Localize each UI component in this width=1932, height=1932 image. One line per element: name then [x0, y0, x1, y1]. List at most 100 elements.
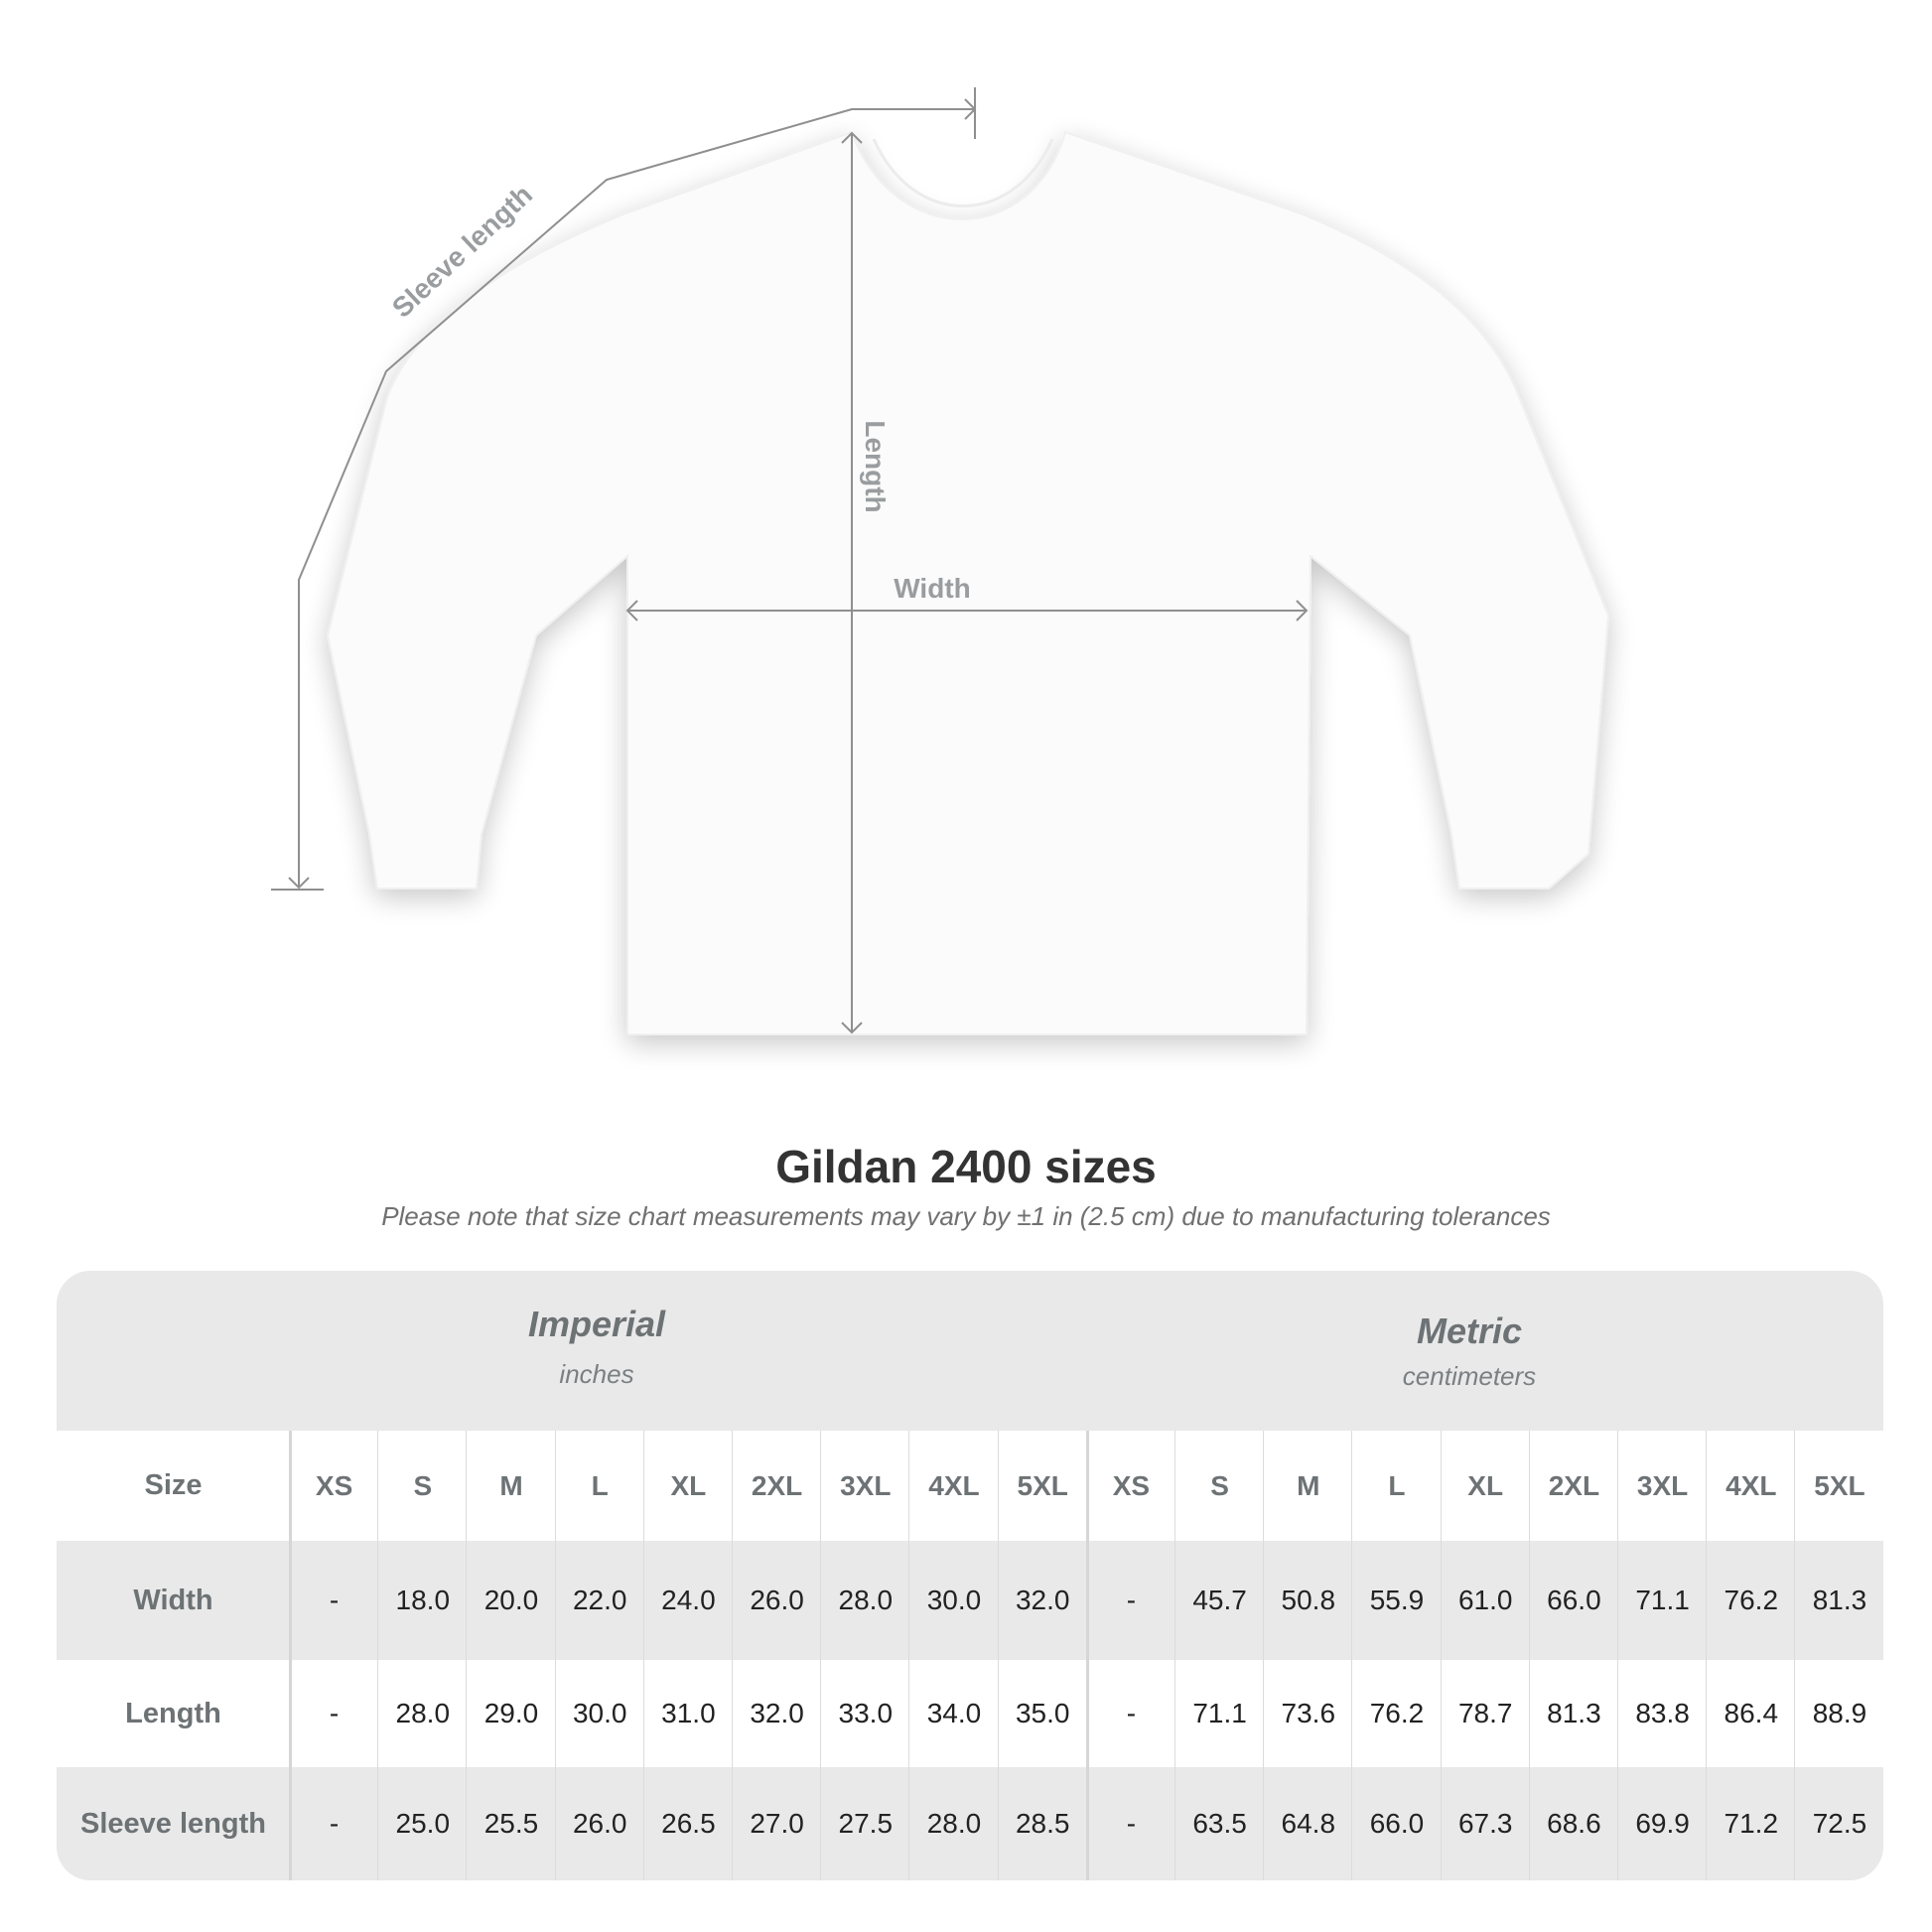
imperial-value: 30.0 — [926, 1585, 982, 1615]
imperial-value: 26.0 — [572, 1808, 627, 1839]
column-divider — [1794, 1431, 1796, 1880]
column-divider — [908, 1431, 910, 1880]
column-divider — [642, 1431, 644, 1880]
size-table: Imperial inches Metric centimeters Size X… — [57, 1271, 1883, 1880]
imperial-size-4xl: 4XL — [928, 1469, 980, 1501]
column-divider — [1085, 1431, 1089, 1880]
imperial-size-xs: XS — [315, 1469, 353, 1501]
imperial-value: 26.0 — [750, 1585, 804, 1615]
imperial-size-xl: XL — [670, 1469, 707, 1501]
metric-value: 66.0 — [1369, 1808, 1425, 1839]
metric-value: 66.0 — [1547, 1585, 1601, 1615]
metric-size-s: S — [1210, 1469, 1229, 1501]
long-sleeve-shirt — [326, 130, 1610, 1035]
imperial-value: 29.0 — [483, 1698, 539, 1728]
metric-size-3xl: 3XL — [1636, 1469, 1689, 1501]
imperial-value: 28.0 — [926, 1808, 982, 1839]
imperial-value: 25.5 — [483, 1808, 539, 1839]
row-band — [57, 1541, 1883, 1660]
imperial-size-3xl: 3XL — [840, 1469, 892, 1501]
column-divider — [289, 1431, 292, 1880]
imperial-value: 28.5 — [1015, 1808, 1070, 1839]
row-label: Length — [125, 1697, 221, 1729]
sleeve-length-line — [298, 108, 975, 888]
arrow-head-icon — [964, 98, 977, 120]
imperial-value: 28.0 — [838, 1585, 894, 1615]
shirt-measurement-diagram: Sleeve length Length Width — [271, 87, 1610, 1035]
width-label: Width — [894, 573, 971, 604]
metric-value: 78.7 — [1457, 1698, 1513, 1728]
arrow-head-icon — [1296, 600, 1309, 621]
metric-value: 73.6 — [1281, 1698, 1336, 1728]
metric-size-l: L — [1388, 1469, 1406, 1501]
imperial-unit: inches — [559, 1359, 634, 1389]
column-divider — [820, 1431, 822, 1880]
column-divider — [1706, 1431, 1708, 1880]
tolerance-note: Please note that size chart measurements… — [381, 1201, 1551, 1231]
row-label: Sleeve length — [80, 1807, 266, 1840]
imperial-value: 30.0 — [572, 1698, 627, 1728]
metric-value: 45.7 — [1192, 1585, 1247, 1615]
metric-size-xl: XL — [1467, 1469, 1504, 1501]
column-divider — [1617, 1431, 1618, 1880]
column-divider — [1351, 1431, 1353, 1880]
column-divider — [732, 1431, 733, 1880]
imperial-value: 18.0 — [395, 1585, 451, 1615]
column-divider — [377, 1431, 379, 1880]
metric-value: 71.1 — [1192, 1698, 1247, 1728]
collar — [872, 138, 1054, 207]
metric-value: 71.1 — [1635, 1585, 1690, 1615]
metric-value: 83.8 — [1635, 1698, 1690, 1728]
imperial-value: 24.0 — [661, 1585, 716, 1615]
arrow-head-icon — [288, 877, 310, 890]
metric-value: - — [1126, 1808, 1137, 1839]
arrow-head-icon — [841, 1022, 863, 1035]
imperial-value: - — [329, 1808, 340, 1839]
row-band — [57, 1767, 1883, 1880]
metric-value: 81.3 — [1812, 1585, 1867, 1615]
metric-value: 71.2 — [1724, 1808, 1779, 1839]
metric-unit: centimeters — [1402, 1361, 1537, 1391]
arrow-head-icon — [841, 131, 863, 144]
page-title: Gildan 2400 sizes — [775, 1141, 1157, 1192]
length-label: Length — [860, 420, 891, 512]
imperial-value: 26.5 — [661, 1808, 716, 1839]
imperial-value: 27.5 — [838, 1808, 894, 1839]
imperial-value: 20.0 — [483, 1585, 539, 1615]
column-divider — [1174, 1431, 1175, 1880]
imperial-heading: Imperial — [527, 1304, 666, 1344]
metric-value: 69.9 — [1635, 1808, 1690, 1839]
imperial-value: 27.0 — [750, 1808, 804, 1839]
column-divider — [554, 1431, 556, 1880]
metric-value: 76.2 — [1724, 1585, 1779, 1615]
imperial-value: 34.0 — [926, 1698, 982, 1728]
column-divider — [997, 1431, 999, 1880]
imperial-size-2xl: 2XL — [751, 1469, 803, 1501]
metric-size-2xl: 2XL — [1548, 1469, 1600, 1501]
imperial-value: 35.0 — [1015, 1698, 1070, 1728]
metric-heading: Metric — [1416, 1311, 1523, 1351]
metric-value: 76.2 — [1369, 1698, 1425, 1728]
imperial-size-5xl: 5XL — [1017, 1469, 1068, 1501]
imperial-value: 33.0 — [838, 1698, 894, 1728]
metric-value: 50.8 — [1281, 1585, 1336, 1615]
imperial-value: 28.0 — [395, 1698, 451, 1728]
imperial-value: - — [329, 1585, 340, 1615]
metric-value: 86.4 — [1724, 1698, 1779, 1728]
imperial-value: 31.0 — [661, 1698, 716, 1728]
metric-value: - — [1126, 1585, 1137, 1615]
imperial-value: 25.0 — [395, 1808, 451, 1839]
size-header: Size — [144, 1469, 203, 1501]
metric-value: 67.3 — [1457, 1808, 1513, 1839]
row-label: Width — [133, 1584, 213, 1616]
metric-value: 81.3 — [1547, 1698, 1601, 1728]
metric-value: 88.9 — [1812, 1698, 1867, 1728]
imperial-value: 32.0 — [750, 1698, 804, 1728]
metric-size-m: M — [1297, 1469, 1320, 1501]
metric-size-xs: XS — [1112, 1469, 1151, 1501]
metric-value: - — [1126, 1698, 1137, 1728]
metric-value: 72.5 — [1812, 1808, 1867, 1839]
metric-size-5xl: 5XL — [1814, 1469, 1865, 1501]
metric-value: 68.6 — [1547, 1808, 1601, 1839]
imperial-size-m: M — [499, 1469, 523, 1501]
